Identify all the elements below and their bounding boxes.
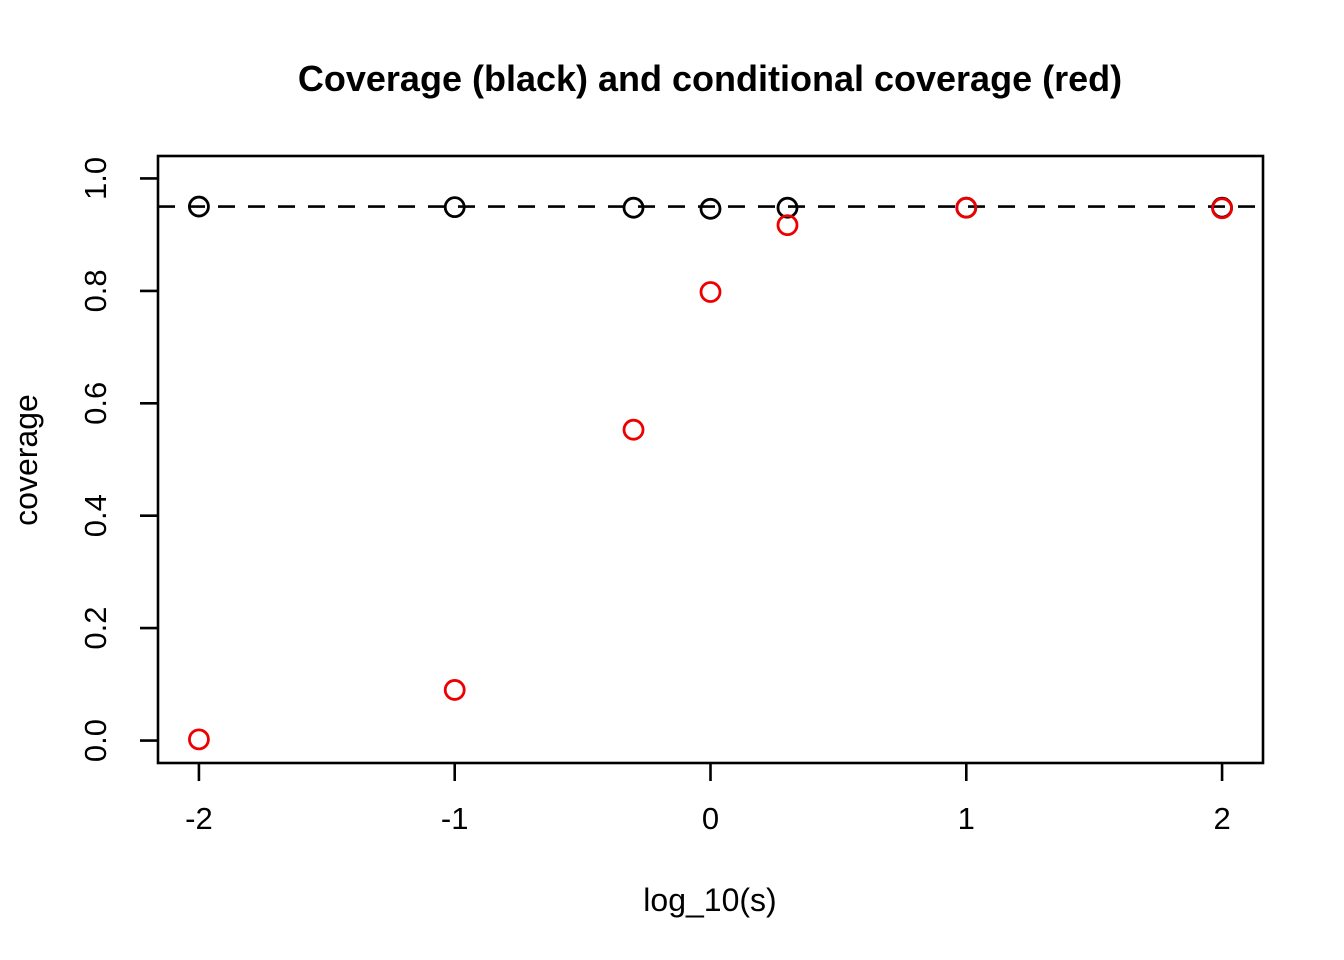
data-point-coverage: [622, 196, 645, 219]
y-axis-tick-label: 0.4: [78, 494, 113, 537]
data-point-conditional-coverage: [1211, 197, 1233, 220]
data-point-coverage: [188, 195, 210, 218]
x-axis-title: log_10(s): [643, 882, 776, 918]
x-axis-tick-label: -1: [441, 801, 469, 836]
data-point-coverage: [443, 196, 466, 219]
y-axis-tick-label: 0.6: [78, 382, 113, 425]
data-point-conditional-coverage: [443, 679, 466, 701]
plot-border: [156, 154, 1265, 765]
x-axis-tick-label: -2: [185, 801, 213, 836]
data-point-conditional-coverage: [955, 196, 978, 219]
x-axis-tick-label: 2: [1213, 801, 1230, 836]
plot-area: -2 -1 0 1 2 0.0 0.2 0.4 0.6 0.8 1.0: [78, 154, 1265, 836]
y-axis-tick-label: 0.8: [78, 269, 113, 312]
data-point-conditional-coverage: [622, 418, 645, 441]
y-axis-tick-label: 0.0: [78, 719, 113, 762]
data-point-coverage: [699, 197, 722, 220]
x-axis-tick-label: 0: [702, 801, 719, 836]
data-point-conditional-coverage: [188, 728, 210, 751]
data-point-conditional-coverage: [699, 281, 722, 303]
y-axis-tick-label: 0.2: [78, 607, 113, 650]
x-axis-tick-label: 1: [958, 801, 975, 836]
y-axis-title: coverage: [8, 394, 44, 526]
data-point-coverage: [776, 196, 799, 219]
data-point-conditional-coverage: [776, 214, 799, 237]
y-axis-tick-label: 1.0: [78, 157, 113, 200]
chart-title: Coverage (black) and conditional coverag…: [298, 58, 1122, 99]
